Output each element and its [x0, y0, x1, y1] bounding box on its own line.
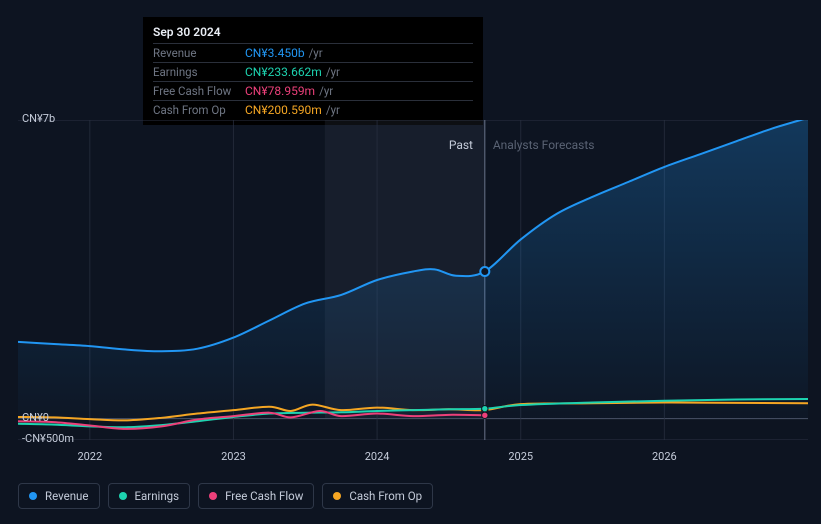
- tooltip-row-label: Earnings: [153, 65, 245, 79]
- tooltip-row-value: CN¥3.450b: [245, 46, 305, 60]
- period-forecast-label: Analysts Forecasts: [493, 138, 595, 152]
- tooltip-row-label: Free Cash Flow: [153, 84, 245, 98]
- y-axis-label: CN¥7b: [22, 112, 55, 125]
- legend-item-label: Cash From Op: [349, 489, 422, 503]
- legend-item-cfo[interactable]: Cash From Op: [322, 483, 433, 509]
- y-axis-label: -CN¥500m: [22, 432, 74, 445]
- legend-dot-icon: [29, 492, 37, 500]
- tooltip-row-label: Cash From Op: [153, 103, 245, 117]
- period-past-label: Past: [449, 138, 473, 152]
- y-axis-label: CN¥0: [22, 411, 49, 424]
- legend-item-fcf[interactable]: Free Cash Flow: [198, 483, 314, 509]
- x-axis-label: 2025: [508, 450, 533, 463]
- hover-tooltip: Sep 30 2024 RevenueCN¥3.450b/yrEarningsC…: [143, 17, 483, 125]
- x-axis-label: 2024: [365, 450, 390, 463]
- tooltip-row: EarningsCN¥233.662m/yr: [153, 62, 473, 81]
- chart-svg: [18, 120, 808, 440]
- x-axis-label: 2022: [77, 450, 102, 463]
- legend-item-label: Free Cash Flow: [225, 489, 303, 503]
- legend-item-revenue[interactable]: Revenue: [18, 483, 100, 509]
- tooltip-row-label: Revenue: [153, 46, 245, 60]
- legend-item-label: Revenue: [45, 489, 89, 503]
- legend-dot-icon: [333, 492, 341, 500]
- chart-area[interactable]: CN¥7bCN¥0-CN¥500m20222023202420252026Pas…: [18, 120, 808, 440]
- tooltip-row-unit: /yr: [326, 103, 340, 117]
- legend-dot-icon: [119, 492, 127, 500]
- x-axis-label: 2023: [221, 450, 246, 463]
- tooltip-row-value: CN¥200.590m: [245, 103, 322, 117]
- legend-item-label: Earnings: [135, 489, 180, 503]
- x-axis-label: 2026: [652, 450, 677, 463]
- tooltip-row-value: CN¥233.662m: [245, 65, 322, 79]
- legend-item-earnings[interactable]: Earnings: [108, 483, 191, 509]
- tooltip-date: Sep 30 2024: [153, 25, 473, 43]
- legend-dot-icon: [209, 492, 217, 500]
- tooltip-row-value: CN¥78.959m: [245, 84, 315, 98]
- tooltip-row-unit: /yr: [319, 84, 333, 98]
- tooltip-row: Cash From OpCN¥200.590m/yr: [153, 100, 473, 119]
- legend: Revenue Earnings Free Cash Flow Cash From O…: [18, 483, 433, 509]
- tooltip-row-unit: /yr: [326, 65, 340, 79]
- tooltip-row-unit: /yr: [309, 46, 323, 60]
- tooltip-row: Free Cash FlowCN¥78.959m/yr: [153, 81, 473, 100]
- tooltip-row: RevenueCN¥3.450b/yr: [153, 43, 473, 62]
